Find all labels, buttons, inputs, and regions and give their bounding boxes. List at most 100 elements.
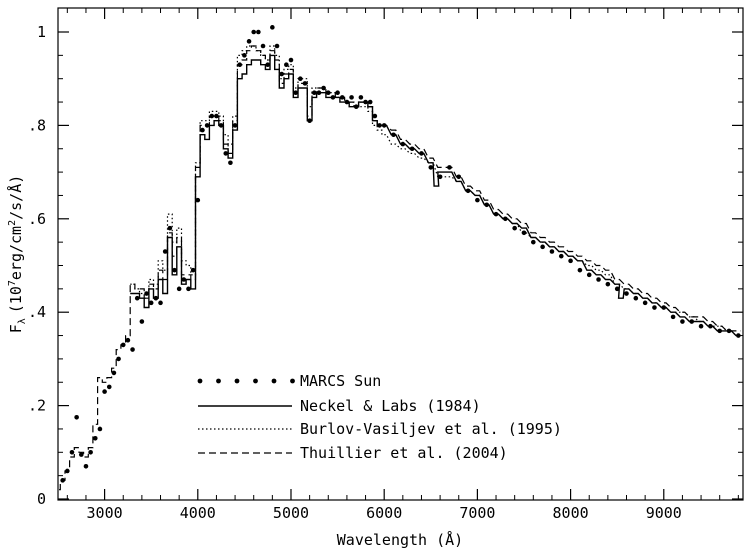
data-point <box>596 277 601 282</box>
data-point <box>97 426 103 432</box>
y-axis-title-rest-1: (10 <box>7 286 25 313</box>
series-line-solid <box>130 54 741 337</box>
data-point <box>186 286 191 292</box>
data-point <box>475 197 480 203</box>
data-point <box>78 452 84 457</box>
data-point <box>633 295 639 301</box>
data-point <box>428 165 434 170</box>
data-point <box>521 230 527 236</box>
data-point <box>265 62 270 67</box>
data-point <box>349 95 354 100</box>
data-point <box>284 62 289 67</box>
y-axis-title-sub: λ <box>17 318 28 324</box>
data-point <box>335 90 340 96</box>
data-point <box>670 314 676 320</box>
data-point <box>531 239 536 245</box>
legend-label-thuillier: Thuillier et al. (2004) <box>300 444 508 462</box>
legend-dot <box>234 378 240 384</box>
legend-item-marcs: MARCS Sun <box>197 372 381 390</box>
data-point <box>200 127 205 133</box>
x-tick-label: 5000 <box>273 504 309 522</box>
y-tick-label: .4 <box>28 303 46 321</box>
data-point <box>190 267 196 273</box>
data-point <box>456 174 462 180</box>
data-point <box>158 300 163 306</box>
x-tick-label: 9000 <box>646 504 682 522</box>
legend-dot <box>216 378 221 384</box>
data-point <box>372 113 378 119</box>
legend-label-burlov: Burlov-Vasiljev et al. (1995) <box>300 420 562 438</box>
series-line-dotted <box>130 45 741 337</box>
x-tick-label: 6000 <box>366 504 402 522</box>
y-tick-label: 0 <box>37 490 46 508</box>
data-point <box>558 253 564 259</box>
plot-frame <box>57 7 744 501</box>
legend-dot <box>271 378 277 384</box>
data-point <box>125 337 131 343</box>
legend-dot <box>253 378 258 384</box>
data-point <box>256 29 261 35</box>
data-point <box>652 305 657 310</box>
data-point <box>139 319 145 324</box>
y-tick-label: 1 <box>37 23 46 41</box>
data-point <box>83 464 89 469</box>
data-point <box>134 295 140 301</box>
data-point <box>176 286 182 292</box>
data-point <box>74 414 79 420</box>
data-point <box>512 225 517 231</box>
data-point <box>568 258 573 264</box>
y-axis-title-rest-3: /s/Å) <box>6 175 25 220</box>
data-point <box>549 249 555 254</box>
data-point <box>680 319 685 324</box>
data-point <box>260 43 266 49</box>
data-point <box>111 370 117 376</box>
data-point <box>251 29 257 35</box>
data-point <box>288 57 294 63</box>
data-point <box>106 384 112 390</box>
data-point <box>698 323 704 329</box>
data-point <box>144 291 149 296</box>
series-line-dashed <box>59 45 741 491</box>
x-tick-label: 3000 <box>87 504 123 522</box>
data-point <box>148 300 154 306</box>
data-point <box>437 174 443 180</box>
data-point <box>586 272 592 278</box>
data-point <box>181 277 187 282</box>
y-axis-title-main: F <box>7 324 25 333</box>
data-point <box>298 76 303 81</box>
data-point <box>214 113 219 119</box>
x-tick-label: 4000 <box>180 504 216 522</box>
x-tick-label: 7000 <box>459 504 495 522</box>
legend-swatch-dots <box>197 378 295 384</box>
data-point <box>270 25 275 30</box>
data-point <box>358 95 364 100</box>
data-point <box>92 435 98 441</box>
data-point <box>116 356 121 362</box>
data-point <box>69 450 75 455</box>
legend-dot <box>197 378 203 384</box>
y-tick-label: .8 <box>28 116 46 134</box>
y-axis-title: Fλ (107erg/cm2/s/Å) <box>6 175 28 334</box>
data-point <box>130 347 135 352</box>
data-point <box>246 39 252 44</box>
data-point <box>614 286 620 292</box>
data-point <box>167 225 173 231</box>
data-point <box>605 281 611 287</box>
data-point <box>102 389 107 394</box>
y-axis-title-rest-2: erg/cm <box>7 226 25 280</box>
data-point <box>577 267 583 273</box>
y-axis-title-sup-1: 7 <box>7 280 18 286</box>
legend-dot <box>290 378 295 384</box>
y-tick-label: .2 <box>28 397 46 415</box>
data-point <box>367 99 373 105</box>
data-point <box>172 267 177 273</box>
y-axis-title-sup-2: 2 <box>7 220 18 226</box>
legend-item-burlov: Burlov-Vasiljev et al. (1995) <box>198 420 562 438</box>
x-axis-title: Wavelength (Å) <box>337 530 463 549</box>
data-point <box>162 249 168 254</box>
y-tick-label: .6 <box>28 210 46 228</box>
data-point <box>540 244 545 250</box>
tick-layer: 3000 4000 5000 6000 7000 8000 9000 0 .2 .4 .6 .8 1 <box>28 8 743 522</box>
legend: MARCS Sun Neckel & Labs (1984) Burlov-Va… <box>197 372 562 462</box>
